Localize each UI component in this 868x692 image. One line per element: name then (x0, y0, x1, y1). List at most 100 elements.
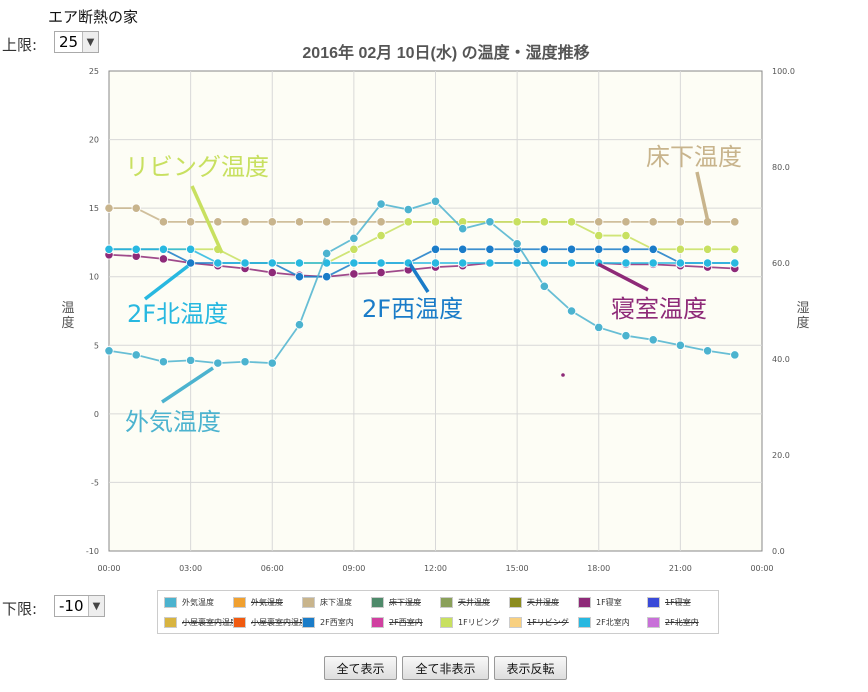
data-point (186, 217, 196, 227)
series-lines (104, 196, 740, 368)
legend-item[interactable]: 外気湿度 (233, 595, 283, 610)
data-point (104, 203, 114, 213)
legend-item[interactable]: 2F西室内 (371, 615, 423, 630)
y-axis-label: 温度 (61, 301, 74, 331)
data-point (158, 254, 169, 264)
data-point (512, 258, 522, 268)
annotation-label: 2F北温度 (127, 300, 228, 328)
annotation-label: 2F西温度 (362, 295, 463, 323)
data-point (186, 355, 196, 365)
data-point (267, 267, 277, 278)
data-point (430, 196, 441, 206)
data-point (594, 244, 604, 254)
legend-item[interactable]: 1F寝室 (578, 595, 622, 610)
data-point (158, 357, 169, 367)
data-point (512, 239, 522, 249)
data-point (403, 217, 413, 227)
x-tick-label: 03:00 (179, 564, 202, 573)
data-point (702, 244, 713, 254)
upper-limit-value: 25 (59, 33, 79, 51)
invert-button[interactable]: 表示反転 (494, 656, 567, 680)
data-point (702, 346, 713, 356)
data-point (594, 230, 604, 241)
x-tick-label: 06:00 (261, 564, 284, 573)
data-point (376, 258, 386, 268)
legend-label: 1Fリビング (458, 618, 500, 627)
data-point (566, 258, 577, 268)
legend-label: 小屋裏室内湿度 (251, 618, 307, 627)
data-point (213, 217, 223, 227)
data-point (621, 331, 631, 341)
legend-item[interactable]: 小屋裏室内湿度 (233, 615, 307, 630)
y2-tick-label: 0.0 (772, 547, 785, 556)
data-point (376, 217, 386, 227)
legend-swatch (578, 597, 591, 608)
data-point (539, 281, 549, 291)
data-point (539, 258, 549, 268)
data-point (648, 258, 658, 268)
data-point (621, 217, 631, 227)
legend-swatch (440, 597, 453, 608)
hide-all-button[interactable]: 全て非表示 (402, 656, 489, 680)
legend-swatch (371, 597, 384, 608)
legend-item[interactable]: 2F北室内 (578, 615, 630, 630)
data-point (104, 244, 114, 254)
legend-swatch (302, 617, 315, 628)
data-point (294, 217, 305, 227)
annotation-pointer (695, 171, 710, 223)
legend-item[interactable]: 小屋裏室内温度 (164, 615, 238, 630)
data-point (376, 199, 386, 209)
data-point (621, 258, 631, 268)
legend-item[interactable]: 2F北室内 (647, 615, 699, 630)
legend-item[interactable]: 1Fリビング (509, 615, 569, 630)
legend-swatch (233, 617, 246, 628)
y-tick-label: 20 (89, 136, 99, 145)
data-point (512, 217, 522, 227)
data-point (730, 258, 740, 268)
chevron-down-icon: ▼ (88, 596, 104, 616)
legend-label: 2F西室内 (389, 618, 423, 627)
legend-item[interactable]: 天井温度 (440, 595, 490, 610)
data-point (675, 258, 685, 268)
annotation-label: 床下温度 (646, 143, 742, 171)
legend-item[interactable]: 天井湿度 (509, 595, 559, 610)
annotation-label: 寝室温度 (611, 295, 707, 323)
upper-limit-select[interactable]: 25 ▼ (54, 31, 99, 53)
data-point (485, 258, 495, 268)
data-point (267, 217, 277, 227)
legend-label: 小屋裏室内温度 (182, 618, 238, 627)
y2-tick-label: 20.0 (772, 451, 790, 460)
lower-limit-select[interactable]: -10 ▼ (54, 595, 105, 617)
data-point (594, 322, 604, 333)
data-point (675, 340, 685, 350)
data-point (566, 217, 577, 227)
y-tick-label: 10 (89, 273, 99, 282)
legend-swatch (509, 617, 522, 628)
data-point (458, 224, 468, 234)
data-point (430, 217, 441, 227)
data-point (566, 244, 577, 254)
data-point (349, 217, 359, 227)
data-point (730, 350, 740, 360)
temperature-chart: 2016年 02月 10日(水) の温度・湿度推移 25 20 15 10 5 0 -5 -1… (61, 43, 809, 573)
upper-limit-label: 上限: (2, 36, 38, 54)
legend-item[interactable]: 2F西室内 (302, 615, 354, 630)
legend-item[interactable]: 床下温度 (302, 595, 352, 610)
legend-label: 1F寝室 (665, 598, 691, 607)
y-tick-label: 5 (94, 341, 99, 350)
axes: 25 20 15 10 5 0 -5 -10 100.0 80.0 60.0 40.0 20.0 0.0 0… (86, 67, 795, 573)
data-point (458, 244, 468, 254)
legend-item[interactable]: 外気温度 (164, 595, 214, 610)
chevron-down-icon: ▼ (82, 32, 98, 52)
show-all-button[interactable]: 全て表示 (324, 656, 397, 680)
annotation-label: 外気温度 (125, 408, 221, 436)
legend-swatch (578, 617, 591, 628)
legend-item[interactable]: 1F寝室 (647, 595, 691, 610)
data-point (621, 230, 631, 241)
legend-item[interactable]: 床下湿度 (371, 595, 421, 610)
annotation-pointer (161, 366, 214, 404)
data-point (539, 244, 549, 254)
legend-item[interactable]: 1Fリビング (440, 615, 500, 630)
data-point (322, 217, 332, 227)
y-tick-label: -5 (91, 478, 99, 487)
